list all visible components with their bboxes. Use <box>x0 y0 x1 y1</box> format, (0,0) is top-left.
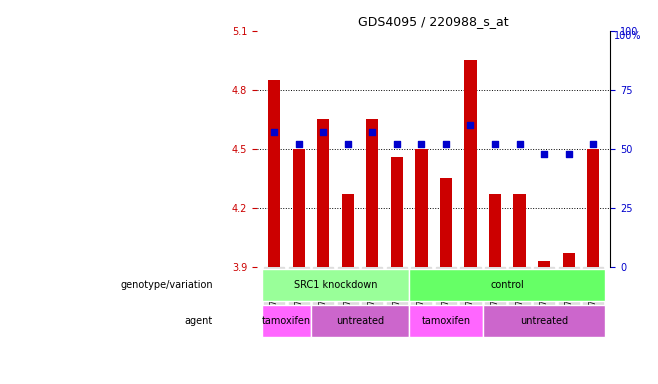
Point <box>293 141 304 147</box>
FancyBboxPatch shape <box>262 269 409 301</box>
Point <box>416 141 426 147</box>
Bar <box>415 149 428 267</box>
Bar <box>563 253 575 267</box>
Point <box>269 129 280 136</box>
FancyBboxPatch shape <box>483 305 605 336</box>
Bar <box>513 194 526 267</box>
Text: control: control <box>490 280 524 290</box>
Title: GDS4095 / 220988_s_at: GDS4095 / 220988_s_at <box>359 15 509 28</box>
Point <box>392 141 402 147</box>
Text: tamoxifen: tamoxifen <box>262 316 311 326</box>
Text: genotype/variation: genotype/variation <box>120 280 213 290</box>
Point <box>367 129 378 136</box>
Text: SRC1 knockdown: SRC1 knockdown <box>293 280 377 290</box>
Bar <box>587 149 599 267</box>
Bar <box>342 194 354 267</box>
Bar <box>440 179 452 267</box>
FancyBboxPatch shape <box>262 305 311 336</box>
Point <box>465 122 476 128</box>
FancyBboxPatch shape <box>409 305 483 336</box>
Bar <box>538 262 550 267</box>
Bar <box>268 80 280 267</box>
Point <box>441 141 451 147</box>
Point <box>342 141 353 147</box>
Point <box>515 141 525 147</box>
Point <box>563 151 574 157</box>
FancyBboxPatch shape <box>311 305 409 336</box>
Point <box>490 141 500 147</box>
Text: tamoxifen: tamoxifen <box>421 316 470 326</box>
Bar <box>489 194 501 267</box>
Bar <box>391 157 403 267</box>
Text: untreated: untreated <box>520 316 569 326</box>
Text: agent: agent <box>184 316 213 326</box>
Bar <box>366 119 378 267</box>
Point <box>318 129 328 136</box>
Bar <box>317 119 329 267</box>
Bar <box>293 149 305 267</box>
Bar <box>465 60 476 267</box>
Text: 100%: 100% <box>614 31 642 41</box>
FancyBboxPatch shape <box>409 269 605 301</box>
Text: untreated: untreated <box>336 316 384 326</box>
Point <box>539 151 549 157</box>
Point <box>588 141 599 147</box>
